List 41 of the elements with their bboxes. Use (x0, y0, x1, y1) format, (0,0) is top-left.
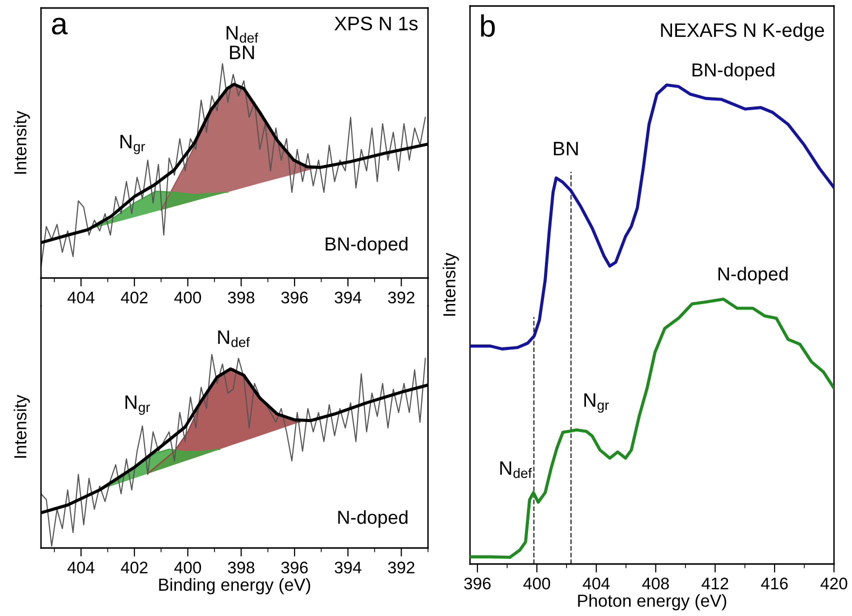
x-tick-label: 402 (120, 292, 148, 304)
annotation: N$_{def}$ BN (226, 26, 258, 60)
annotation: N$_{def}$ (218, 330, 250, 348)
x-tick-label: 392 (388, 562, 414, 574)
x-tick-label: 396 (281, 562, 308, 574)
x-tick-label: 394 (334, 292, 362, 304)
x-tick-label: 396 (281, 292, 308, 304)
series-label: BN-doped (692, 62, 774, 80)
x-tick-label: 408 (642, 578, 669, 590)
x-tick-label: 404 (68, 562, 94, 574)
annotation: N$_{gr}$ (584, 393, 609, 413)
x-tick-label: 400 (523, 578, 550, 590)
x-tick-label: 402 (120, 562, 148, 574)
x-tick-label: 404 (582, 578, 610, 590)
x-axis-title: Binding energy (eV) (159, 578, 310, 594)
chart-subtitle: XPS N 1s (334, 16, 418, 30)
series-label: N-doped (718, 266, 788, 284)
x-tick-label: 398 (228, 292, 254, 304)
x-tick-label: 400 (174, 562, 202, 574)
y-axis-title: Intensity (442, 252, 459, 316)
annotation: N$_{def}$ (500, 461, 532, 478)
annotation: N-doped (338, 510, 408, 528)
y-axis-title: Intensity (14, 394, 30, 458)
chart-title: a (52, 18, 68, 34)
annotation: BN (554, 142, 578, 156)
x-tick-label: 412 (702, 578, 728, 590)
chart-subtitle: NEXAFS N K-edge (661, 22, 824, 41)
x-tick-label: 396 (464, 578, 491, 590)
x-tick-label: 392 (388, 292, 414, 304)
annotation: N$_{gr}$ (120, 134, 145, 154)
annotation: BN-doped (326, 236, 408, 254)
x-tick-label: 420 (820, 578, 848, 590)
y-axis-title: Intensity (14, 110, 30, 174)
x-tick-label: 394 (334, 562, 362, 574)
chart-title: b (481, 14, 495, 37)
annotation: N$_{gr}$ (125, 396, 150, 415)
x-tick-label: 400 (174, 292, 202, 304)
x-tick-label: 404 (68, 292, 94, 304)
x-axis-title: Photon energy (eV) (578, 594, 726, 610)
x-tick-label: 398 (228, 562, 254, 574)
x-tick-label: 416 (761, 578, 788, 590)
